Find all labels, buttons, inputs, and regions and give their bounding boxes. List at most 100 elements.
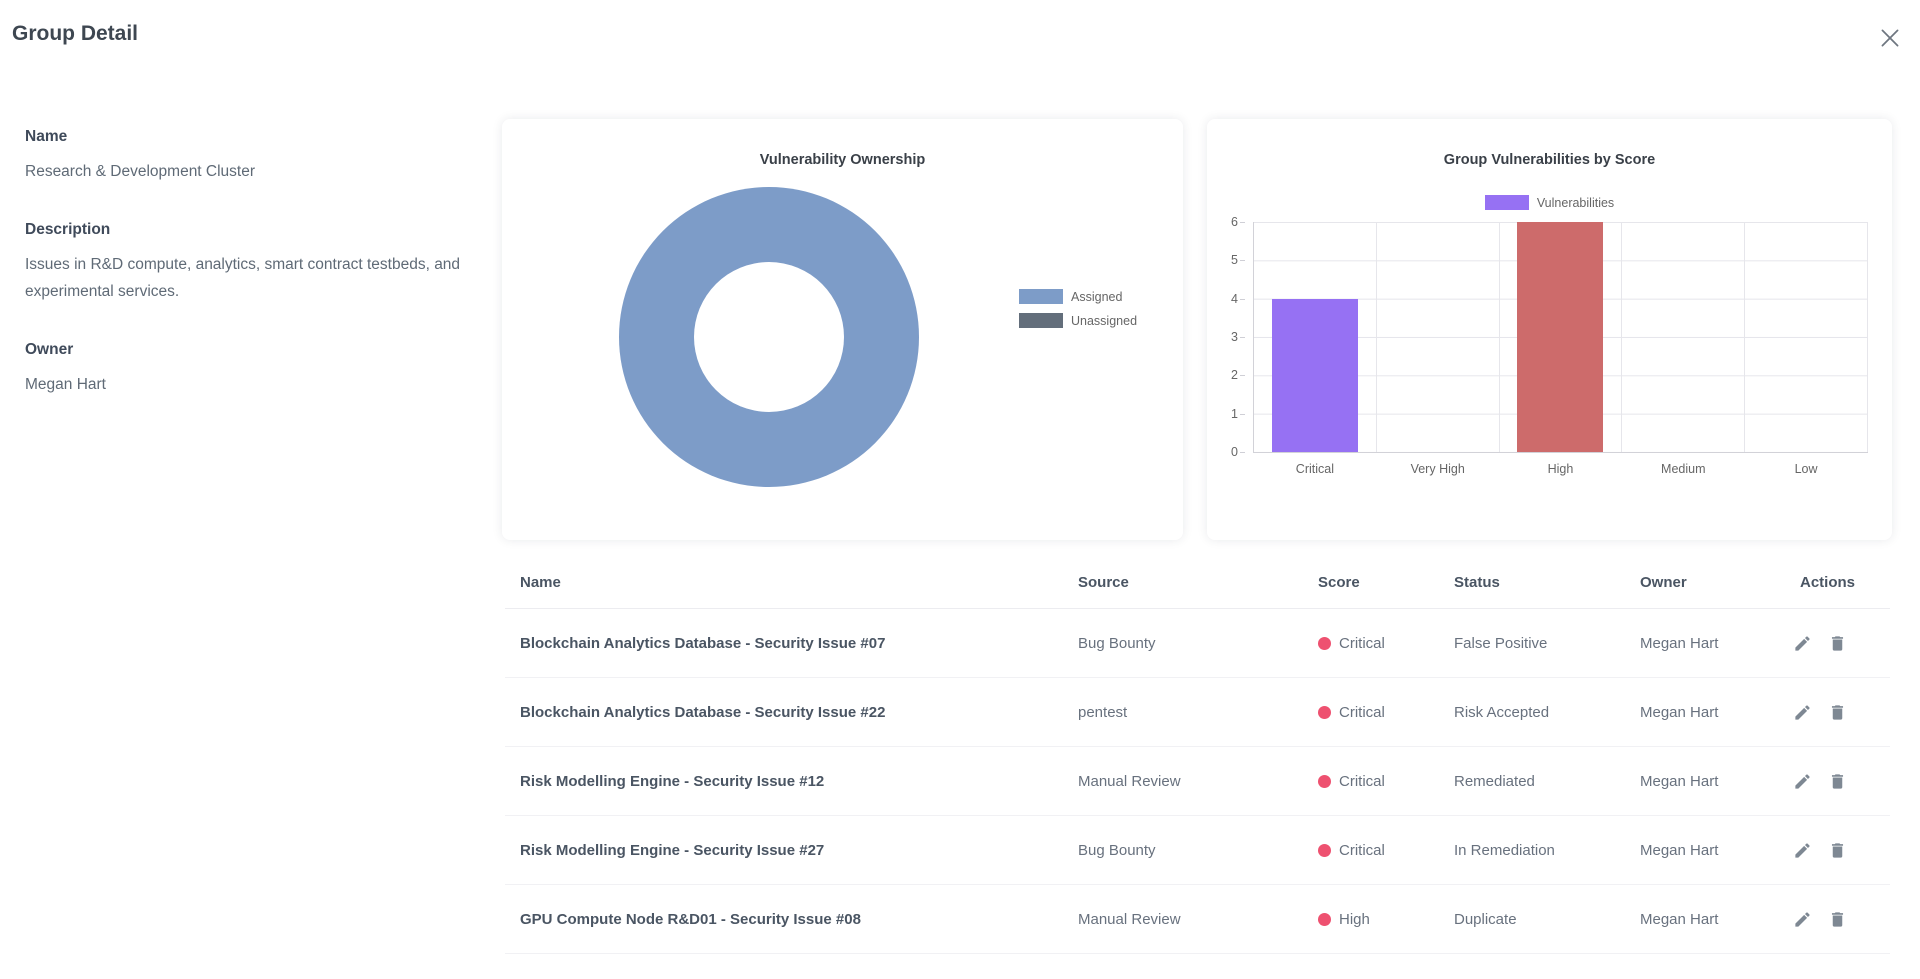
x-label-critical: Critical bbox=[1295, 462, 1334, 476]
vuln-actions bbox=[1785, 703, 1890, 722]
vuln-owner: Megan Hart bbox=[1640, 772, 1719, 790]
edit-button[interactable] bbox=[1793, 703, 1812, 722]
vuln-source: Bug Bounty bbox=[1078, 634, 1156, 652]
score-label: Critical bbox=[1339, 703, 1385, 721]
trash-icon bbox=[1828, 703, 1847, 722]
legend-item-unassigned[interactable]: Unassigned bbox=[1019, 313, 1137, 328]
col-header-name: Name bbox=[520, 573, 561, 591]
vuln-owner: Megan Hart bbox=[1640, 703, 1719, 721]
trash-icon bbox=[1828, 841, 1847, 860]
close-button[interactable] bbox=[1874, 22, 1906, 54]
trash-icon bbox=[1828, 772, 1847, 791]
vuln-status: False Positive bbox=[1454, 634, 1548, 652]
edit-button[interactable] bbox=[1793, 841, 1812, 860]
pencil-icon bbox=[1793, 910, 1812, 929]
owner-value: Megan Hart bbox=[25, 376, 106, 394]
vuln-actions bbox=[1785, 910, 1890, 929]
score-dot bbox=[1318, 636, 1331, 650]
y-tick-5: 5 bbox=[1231, 253, 1245, 268]
score-label: Critical bbox=[1339, 841, 1385, 859]
score-label: High bbox=[1339, 910, 1370, 928]
bar-chart-title: Group Vulnerabilities by Score bbox=[1443, 152, 1656, 168]
vuln-name: GPU Compute Node R&D01 - Security Issue … bbox=[520, 910, 861, 928]
bar-slot-medium: Medium bbox=[1622, 222, 1746, 476]
vuln-score: Critical bbox=[1303, 635, 1439, 652]
page-title: Group Detail bbox=[12, 22, 139, 45]
vuln-owner: Megan Hart bbox=[1640, 634, 1719, 652]
y-tick-3: 3 bbox=[1231, 330, 1245, 344]
vulnerabilities-swatch bbox=[1484, 195, 1529, 210]
delete-button[interactable] bbox=[1828, 634, 1847, 653]
delete-button[interactable] bbox=[1828, 841, 1847, 860]
bar-critical bbox=[1271, 298, 1358, 452]
bar-slot-high: High bbox=[1500, 222, 1623, 476]
x-label-very-high: Very High bbox=[1410, 462, 1465, 476]
col-header-owner: Owner bbox=[1640, 573, 1687, 591]
pencil-icon bbox=[1793, 841, 1812, 860]
delete-button[interactable] bbox=[1828, 772, 1847, 791]
col-header-actions: Actions bbox=[1800, 573, 1856, 591]
vuln-source: pentest bbox=[1078, 703, 1128, 721]
vuln-source: Bug Bounty bbox=[1078, 841, 1156, 859]
name-value: Research & Development Cluster bbox=[25, 163, 256, 180]
unassigned-label: Unassigned bbox=[1071, 313, 1138, 328]
edit-button[interactable] bbox=[1793, 772, 1812, 791]
edit-button[interactable] bbox=[1793, 910, 1812, 929]
score-label: Critical bbox=[1339, 634, 1385, 652]
vuln-status: Remediated bbox=[1454, 772, 1535, 790]
name-label: Name bbox=[25, 128, 68, 145]
vuln-score: Critical bbox=[1303, 842, 1439, 859]
vulnerabilities-table: Name Source Score Status Owner Actions B… bbox=[505, 556, 1890, 954]
y-axis: 6 5 4 3 2 1 0 bbox=[1210, 215, 1246, 459]
table-row: GPU Compute Node R&D01 - Security Issue … bbox=[505, 885, 1890, 954]
y-tick-1: 1 bbox=[1231, 406, 1245, 421]
ownership-chart-card: Vulnerability Ownership Assigned Unassig… bbox=[502, 119, 1183, 540]
table-row: Blockchain Analytics Database - Security… bbox=[505, 678, 1890, 747]
y-tick-4: 4 bbox=[1231, 291, 1245, 306]
pencil-icon bbox=[1793, 772, 1812, 791]
donut-hole bbox=[694, 262, 844, 412]
score-dot bbox=[1318, 774, 1331, 788]
vuln-actions bbox=[1785, 841, 1890, 860]
vuln-status: In Remediation bbox=[1454, 841, 1555, 859]
y-tick-6: 6 bbox=[1231, 215, 1245, 229]
edit-button[interactable] bbox=[1793, 634, 1812, 653]
assigned-label: Assigned bbox=[1071, 289, 1123, 304]
score-dot bbox=[1318, 843, 1331, 857]
vuln-name: Blockchain Analytics Database - Security… bbox=[520, 634, 886, 652]
score-dot bbox=[1318, 705, 1331, 719]
table-row: Risk Modelling Engine - Security Issue #… bbox=[505, 747, 1890, 816]
delete-button[interactable] bbox=[1828, 703, 1847, 722]
pencil-icon bbox=[1793, 634, 1812, 653]
table-row: Risk Modelling Engine - Security Issue #… bbox=[505, 816, 1890, 885]
delete-button[interactable] bbox=[1828, 910, 1847, 929]
vuln-name: Blockchain Analytics Database - Security… bbox=[520, 703, 886, 721]
close-icon bbox=[1877, 25, 1903, 51]
vuln-status: Risk Accepted bbox=[1454, 703, 1550, 721]
bar-chart-plot: 6 5 4 3 2 1 0 Critical Very High High bbox=[1231, 215, 1868, 476]
legend-item-assigned[interactable]: Assigned bbox=[1019, 289, 1137, 304]
owner-label: Owner bbox=[25, 341, 74, 359]
score-label: Critical bbox=[1339, 772, 1385, 790]
vuln-name: Risk Modelling Engine - Security Issue #… bbox=[520, 841, 825, 859]
bar-legend-item[interactable]: Vulnerabilities bbox=[1207, 195, 1892, 210]
group-info-panel: Name Research & Development Cluster Desc… bbox=[25, 128, 477, 399]
y-tick-2: 2 bbox=[1231, 368, 1245, 383]
bar-slot-critical: Critical bbox=[1254, 222, 1377, 476]
x-label-low: Low bbox=[1794, 462, 1818, 476]
vuln-score: High bbox=[1303, 911, 1439, 928]
score-chart-card: Group Vulnerabilities by Score Vulnerabi… bbox=[1207, 119, 1892, 540]
bar-slot-very-high: Very High bbox=[1377, 222, 1500, 476]
donut-legend: Assigned Unassigned bbox=[1019, 289, 1137, 337]
pencil-icon bbox=[1793, 703, 1812, 722]
col-header-score: Score bbox=[1318, 573, 1360, 591]
vuln-actions bbox=[1785, 772, 1890, 791]
vuln-actions bbox=[1785, 634, 1890, 653]
vuln-source: Manual Review bbox=[1078, 772, 1181, 790]
bar-slot-low: Low bbox=[1745, 222, 1868, 476]
unassigned-swatch bbox=[1019, 313, 1063, 328]
vuln-source: Manual Review bbox=[1078, 910, 1181, 928]
y-tick-0: 0 bbox=[1231, 445, 1245, 459]
trash-icon bbox=[1828, 634, 1847, 653]
